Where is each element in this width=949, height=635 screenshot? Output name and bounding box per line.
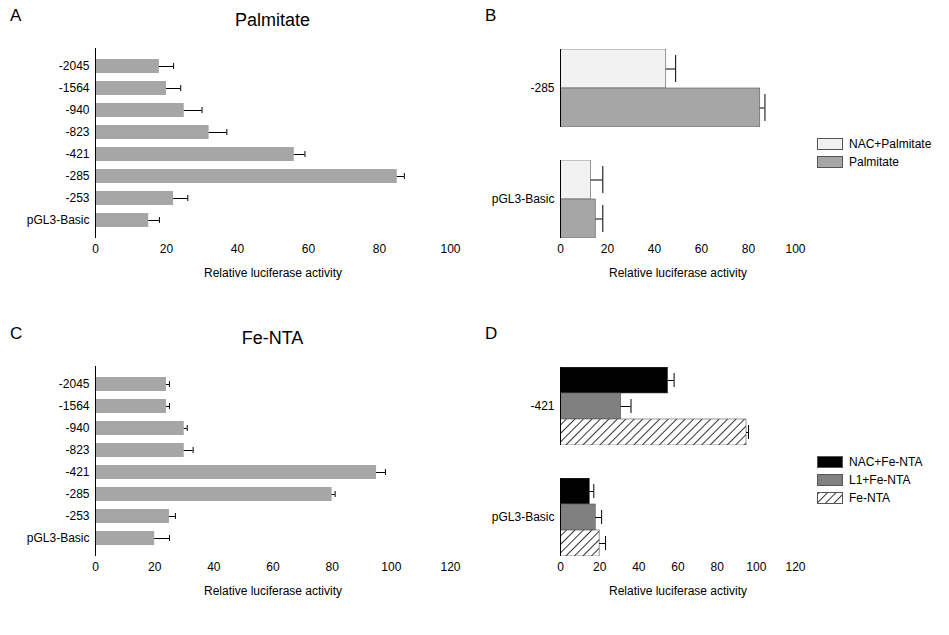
svg-text:40: 40 (648, 242, 662, 256)
svg-text:-823: -823 (65, 443, 89, 457)
svg-text:80: 80 (742, 242, 756, 256)
html-text:NAC+Fe-NTA: NAC+Fe-NTA (849, 455, 923, 469)
svg-text:-1564: -1564 (59, 399, 90, 413)
svg-text:-285: -285 (65, 487, 89, 501)
svg-text:-285: -285 (530, 81, 554, 95)
svg-text:-823: -823 (65, 125, 89, 139)
html-text:D: D (485, 324, 498, 343)
html-text:B: B (485, 6, 497, 25)
html-text:Fe-NTA: Fe-NTA (849, 491, 891, 505)
html-text:Palmitate: Palmitate (849, 155, 899, 169)
svg-text:20: 20 (601, 242, 615, 256)
svg-text:120: 120 (440, 560, 460, 574)
svg-text:0: 0 (557, 560, 564, 574)
svg-text:Relative luciferase activity: Relative luciferase activity (609, 266, 747, 280)
html-text:L1+Fe-NTA: L1+Fe-NTA (849, 473, 911, 487)
svg-text:120: 120 (785, 560, 805, 574)
svg-text:0: 0 (92, 560, 99, 574)
svg-text:0: 0 (92, 242, 99, 256)
svg-text:20: 20 (593, 560, 607, 574)
svg-text:100: 100 (785, 242, 805, 256)
svg-text:20: 20 (148, 560, 162, 574)
html-text:NAC+Palmitate: NAC+Palmitate (849, 137, 932, 151)
svg-text:pGL3-Basic: pGL3-Basic (27, 213, 90, 227)
svg-text:-285: -285 (65, 169, 89, 183)
svg-text:60: 60 (695, 242, 709, 256)
svg-text:-940: -940 (65, 103, 89, 117)
svg-text:60: 60 (266, 560, 280, 574)
svg-text:-421: -421 (65, 147, 89, 161)
html-text:A: A (10, 6, 22, 25)
svg-text:-421: -421 (530, 399, 554, 413)
svg-text:100: 100 (746, 560, 766, 574)
html-text:C: C (10, 324, 23, 343)
svg-text:pGL3-Basic: pGL3-Basic (492, 192, 555, 206)
svg-text:60: 60 (671, 560, 685, 574)
svg-text:-253: -253 (65, 509, 89, 523)
html-text:Palmitate: Palmitate (235, 10, 310, 30)
svg-text:-1564: -1564 (59, 81, 90, 95)
svg-text:-2045: -2045 (59, 59, 90, 73)
svg-text:Relative luciferase activity: Relative luciferase activity (609, 584, 747, 598)
svg-text:0: 0 (557, 242, 564, 256)
svg-text:100: 100 (440, 242, 460, 256)
svg-text:-253: -253 (65, 191, 89, 205)
svg-text:-2045: -2045 (59, 377, 90, 391)
svg-text:80: 80 (325, 560, 339, 574)
svg-text:Relative luciferase activity: Relative luciferase activity (204, 584, 342, 598)
svg-text:100: 100 (381, 560, 401, 574)
svg-text:80: 80 (710, 560, 724, 574)
svg-text:40: 40 (207, 560, 221, 574)
html-text:Fe-NTA: Fe-NTA (241, 328, 304, 348)
svg-text:20: 20 (160, 242, 174, 256)
svg-text:-940: -940 (65, 421, 89, 435)
svg-text:60: 60 (302, 242, 316, 256)
svg-text:pGL3-Basic: pGL3-Basic (27, 531, 90, 545)
svg-text:Relative luciferase activity: Relative luciferase activity (204, 266, 342, 280)
svg-text:-421: -421 (65, 465, 89, 479)
svg-text:40: 40 (231, 242, 245, 256)
svg-text:40: 40 (632, 560, 646, 574)
svg-text:pGL3-Basic: pGL3-Basic (492, 510, 555, 524)
svg-text:80: 80 (373, 242, 387, 256)
